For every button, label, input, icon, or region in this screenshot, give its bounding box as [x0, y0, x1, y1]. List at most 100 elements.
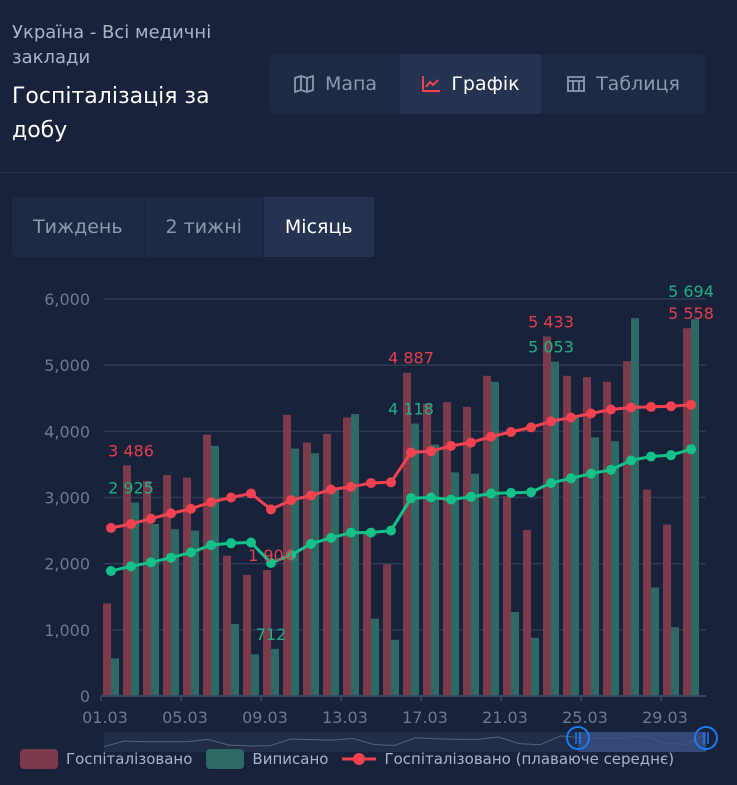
data-label: 3 486	[108, 441, 154, 460]
moving-avg-point-hospitalized	[366, 477, 376, 488]
y-tick-label: 4,000	[44, 422, 90, 441]
x-tick-label: 05.03	[162, 708, 208, 727]
bar-hospitalized	[643, 489, 651, 696]
bar-discharged	[491, 381, 499, 696]
period-2weeks[interactable]: 2 тижні	[145, 197, 264, 257]
data-label: 5 053	[528, 338, 574, 357]
bar-discharged	[271, 648, 279, 696]
tab-table[interactable]: Таблиця	[541, 54, 705, 114]
moving-avg-point-hospitalized	[186, 503, 196, 514]
bar-discharged	[351, 414, 359, 696]
tab-map[interactable]: Мапа	[270, 54, 400, 114]
moving-avg-point-discharged	[506, 487, 516, 498]
bar-hospitalized	[523, 529, 531, 696]
legend-moving-avg-swatch[interactable]	[342, 749, 377, 769]
zoom-handle-start[interactable]	[566, 726, 590, 750]
x-tick-label: 25.03	[562, 708, 608, 727]
bar-discharged	[131, 502, 139, 696]
bar-discharged	[251, 654, 259, 696]
bar-discharged	[611, 441, 619, 696]
moving-avg-line-hospitalized	[110, 403, 692, 530]
moving-avg-point-discharged	[646, 451, 656, 462]
divider	[0, 172, 737, 173]
moving-avg-point-discharged	[326, 532, 336, 543]
moving-avg-point-hospitalized	[426, 446, 436, 457]
data-label: 1 904	[248, 546, 294, 565]
y-tick-label: 1,000	[44, 621, 90, 640]
legend-discharged-swatch[interactable]	[206, 749, 245, 769]
bar-hospitalized	[543, 336, 551, 696]
moving-avg-point-hospitalized	[446, 440, 456, 451]
data-label: 712	[256, 625, 287, 644]
moving-avg-point-discharged	[406, 493, 416, 504]
period-switcher: Тиждень 2 тижні Місяць	[12, 197, 375, 257]
bar-hospitalized	[363, 533, 371, 696]
bar-hospitalized	[303, 442, 311, 696]
period-week[interactable]: Тиждень	[12, 197, 145, 257]
bar-discharged	[451, 472, 459, 696]
data-label: 5 558	[668, 304, 714, 323]
tab-chart-label: Графік	[451, 73, 520, 95]
bar-discharged	[171, 529, 179, 696]
bar-discharged	[471, 473, 479, 696]
bar-hospitalized	[183, 477, 191, 696]
page-title: Госпіталізація за добу	[12, 84, 210, 143]
bar-hospitalized	[463, 406, 471, 696]
bar-hospitalized	[103, 603, 111, 696]
moving-avg-point-discharged	[426, 492, 436, 503]
x-tick-label: 09.03	[242, 708, 288, 727]
moving-avg-point-discharged	[226, 538, 236, 549]
moving-avg-point-discharged	[166, 552, 176, 563]
moving-avg-point-discharged	[486, 488, 496, 499]
legend-hospitalized-swatch[interactable]	[20, 749, 58, 769]
legend-hospitalized-label[interactable]: Госпіталізовано	[66, 750, 193, 768]
moving-avg-point-discharged	[206, 540, 216, 551]
legend-discharged-label[interactable]: Виписано	[252, 750, 329, 768]
moving-avg-point-discharged	[666, 450, 676, 461]
bar-discharged	[531, 637, 539, 696]
bar-hospitalized	[683, 328, 691, 696]
bar-hospitalized	[603, 381, 611, 696]
bar-hospitalized	[263, 570, 271, 696]
bar-discharged	[631, 318, 639, 696]
tab-chart[interactable]: Графік	[400, 54, 541, 114]
moving-avg-point-hospitalized	[606, 404, 616, 415]
y-tick-label: 6,000	[44, 290, 90, 309]
moving-avg-point-hospitalized	[246, 488, 256, 499]
bar-discharged	[571, 417, 579, 696]
legend-moving-avg-label[interactable]: Госпіталізовано (плаваюче середнє)	[384, 750, 675, 768]
bar-hospitalized	[443, 402, 451, 696]
moving-avg-point-discharged	[686, 444, 696, 455]
moving-avg-point-hospitalized	[346, 481, 356, 492]
y-tick-label: 2,000	[44, 555, 90, 574]
bar-discharged	[391, 639, 399, 696]
moving-avg-point-hospitalized	[646, 401, 656, 412]
bar-hospitalized	[403, 372, 411, 696]
bar-hospitalized	[143, 480, 151, 696]
moving-avg-point-hospitalized	[406, 447, 416, 458]
bar-discharged	[211, 445, 219, 696]
y-tick-label: 0	[80, 687, 90, 706]
zoom-handle-end[interactable]	[694, 726, 718, 750]
x-tick-label: 13.03	[322, 708, 368, 727]
moving-avg-point-hospitalized	[506, 426, 516, 437]
moving-avg-point-hospitalized	[126, 518, 136, 529]
bar-hospitalized	[243, 574, 251, 696]
moving-avg-point-hospitalized	[306, 490, 316, 501]
period-month[interactable]: Місяць	[263, 197, 375, 257]
bar-hospitalized	[163, 475, 171, 696]
moving-avg-point-discharged	[446, 494, 456, 505]
bar-discharged	[151, 523, 159, 696]
bar-discharged	[671, 627, 679, 696]
bar-hospitalized	[583, 377, 591, 696]
moving-avg-point-hospitalized	[226, 492, 236, 503]
moving-avg-point-discharged	[246, 537, 256, 548]
moving-avg-point-discharged	[286, 550, 296, 561]
moving-avg-point-hospitalized	[266, 504, 276, 515]
moving-avg-point-discharged	[126, 561, 136, 572]
moving-avg-point-discharged	[526, 487, 536, 498]
bar-hospitalized	[383, 564, 391, 696]
map-icon	[294, 74, 314, 94]
moving-avg-point-hospitalized	[486, 431, 496, 442]
x-tick-label: 21.03	[482, 708, 528, 727]
